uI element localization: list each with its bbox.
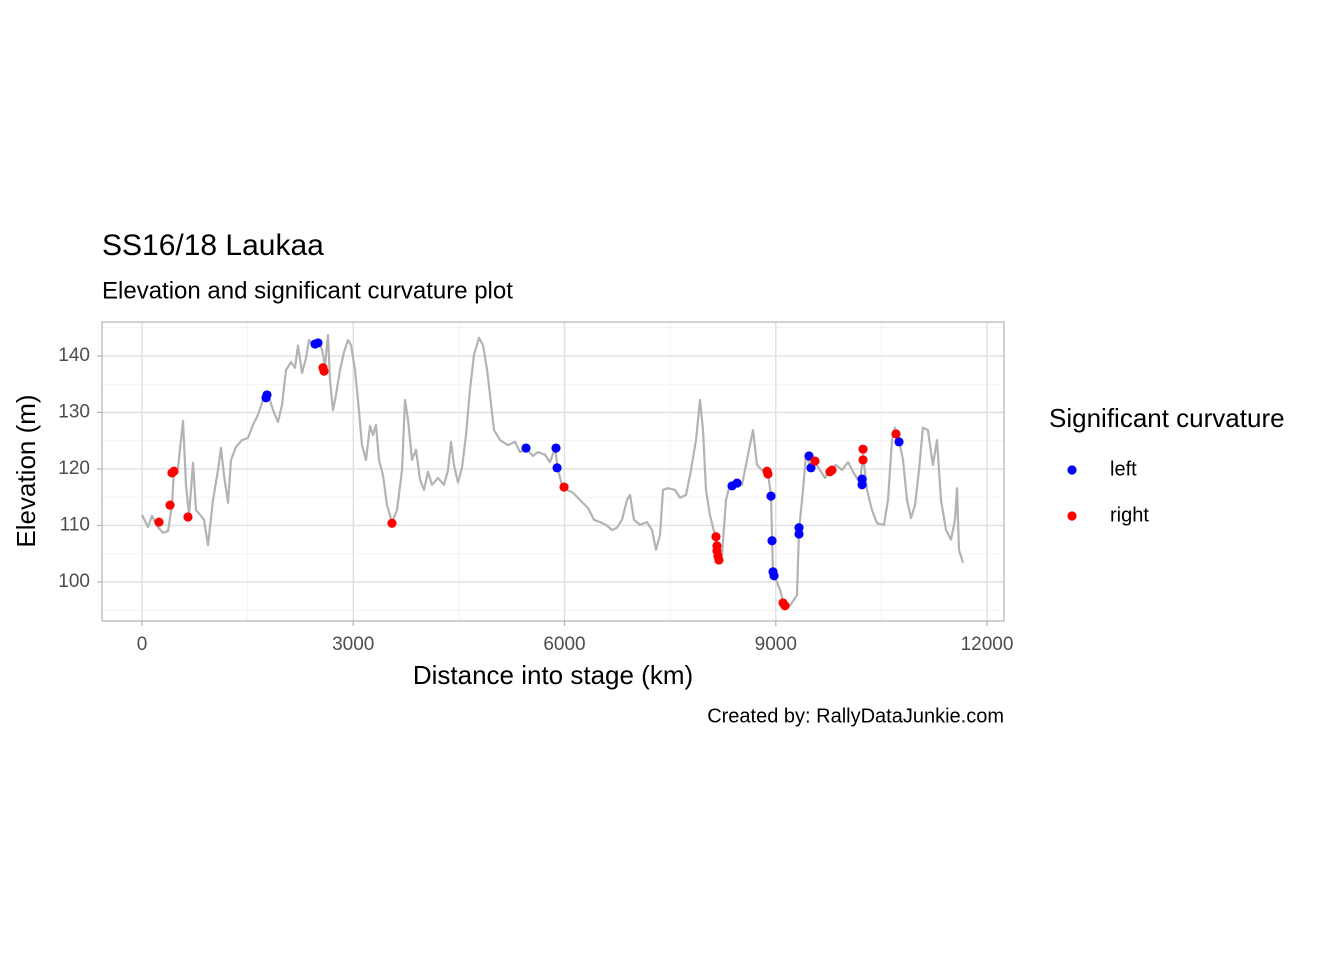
curvature-point bbox=[766, 491, 776, 501]
y-tick-label: 130 bbox=[58, 401, 90, 422]
caption: Created by: RallyDataJunkie.com bbox=[707, 705, 1004, 727]
curvature-point bbox=[794, 529, 804, 539]
chart-subtitle: Elevation and significant curvature plot bbox=[102, 277, 513, 304]
curvature-point bbox=[559, 482, 569, 492]
curvature-point bbox=[827, 465, 837, 475]
legend-key bbox=[1067, 511, 1077, 521]
chart-title: SS16/18 Laukaa bbox=[102, 229, 324, 262]
curvature-point bbox=[769, 571, 779, 581]
x-tick-label: 0 bbox=[137, 634, 148, 655]
y-tick-label: 100 bbox=[58, 571, 90, 592]
panel-border bbox=[101, 321, 1005, 622]
curvature-point bbox=[763, 469, 773, 479]
x-tick-label: 9000 bbox=[755, 634, 797, 655]
curvature-point bbox=[891, 429, 901, 439]
curvature-point bbox=[262, 390, 272, 400]
y-tick-label: 120 bbox=[58, 458, 90, 479]
x-tick-label: 6000 bbox=[543, 634, 585, 655]
curvature-point bbox=[154, 517, 164, 527]
curvature-point bbox=[780, 601, 790, 611]
curvature-point bbox=[732, 478, 742, 488]
y-tick-label: 110 bbox=[60, 514, 90, 535]
x-tick-label: 12000 bbox=[961, 634, 1014, 655]
curvature-point bbox=[806, 463, 816, 473]
y-tick-label: 140 bbox=[58, 345, 90, 366]
curvature-point bbox=[183, 512, 193, 522]
curvature-point bbox=[810, 456, 820, 466]
legend-title: Significant curvature bbox=[1049, 403, 1285, 433]
legend-label: left bbox=[1110, 458, 1137, 480]
x-tick-label: 3000 bbox=[332, 634, 374, 655]
curvature-point bbox=[552, 463, 562, 473]
curvature-point bbox=[894, 437, 904, 447]
legend-label: right bbox=[1110, 504, 1149, 526]
curvature-point bbox=[551, 443, 561, 453]
legend-key bbox=[1067, 465, 1077, 475]
curvature-point bbox=[857, 480, 867, 490]
y-axis-title: Elevation (m) bbox=[11, 394, 41, 547]
curvature-point bbox=[521, 443, 531, 453]
curvature-point bbox=[804, 451, 814, 461]
curvature-point bbox=[858, 444, 868, 454]
curvature-point bbox=[767, 536, 777, 546]
curvature-point bbox=[313, 338, 323, 348]
x-axis-title: Distance into stage (km) bbox=[413, 660, 693, 690]
curvature-point bbox=[319, 366, 329, 376]
curvature-point bbox=[858, 455, 868, 465]
curvature-point bbox=[165, 500, 175, 510]
curvature-point bbox=[711, 532, 721, 542]
curvature-point bbox=[169, 466, 179, 476]
curvature-point bbox=[714, 555, 724, 565]
curvature-point bbox=[387, 518, 397, 528]
